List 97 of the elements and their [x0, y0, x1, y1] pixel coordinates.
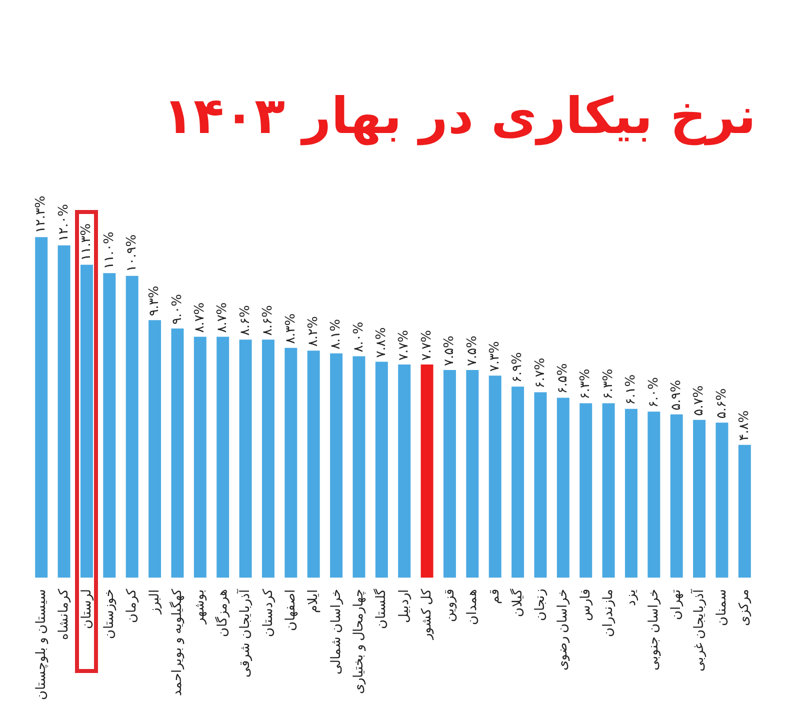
data-label: ۷.۸% [374, 327, 390, 358]
x-tick-label: یزد [622, 588, 639, 606]
x-tick-label: کل کشور [418, 588, 435, 640]
bar [716, 422, 728, 578]
bar [398, 364, 411, 578]
x-tick-label: سمنان [714, 588, 729, 626]
x-tick-label: تهران [668, 588, 684, 620]
x-tick-label: خوزستان [100, 588, 117, 639]
bar [738, 444, 751, 578]
bar [624, 408, 638, 578]
data-label: ۸.۷% [192, 302, 208, 333]
data-label: ۸.۳% [283, 313, 298, 344]
x-tick-label: زنجان [532, 588, 548, 621]
x-tick-label: کرمانشاه [56, 588, 72, 640]
bar [466, 370, 479, 578]
x-tick-label: مرکزی [736, 588, 752, 626]
bar [194, 336, 206, 578]
data-label: ۷.۷% [396, 330, 412, 360]
data-label: ۶.۰% [646, 377, 662, 408]
x-tick-label: آذربایجان شرقی [236, 588, 254, 678]
data-label: ۷.۳% [487, 341, 502, 372]
x-tick-label: کرمان [124, 588, 140, 623]
x-tick-label: کردستان [260, 588, 276, 637]
x-tick-label: لرستان [78, 588, 94, 629]
bar [556, 398, 570, 578]
bar [148, 320, 162, 578]
bar [443, 370, 456, 578]
bar [488, 376, 502, 578]
data-label: ۷.۵% [442, 336, 458, 366]
x-tick-label: بوشهر [192, 588, 208, 625]
data-label: ۱۰.۹% [124, 234, 140, 272]
bar [262, 340, 274, 578]
bar [35, 237, 48, 578]
data-label: ۷.۷% [419, 330, 434, 360]
x-tick-label: قم [486, 588, 503, 604]
data-label: ۶.۱% [624, 374, 639, 405]
data-label: ۷.۵% [464, 336, 480, 366]
data-label: ۱۱.۰% [102, 232, 117, 270]
x-tick-label: خراسان جنوبی [645, 588, 662, 670]
data-label: ۶.۳% [600, 368, 616, 400]
data-label: ۸.۲% [306, 316, 321, 347]
data-label: ۴.۸% [737, 410, 752, 441]
x-tick-label: همدان [464, 588, 479, 625]
bar [216, 336, 230, 578]
x-tick-label: گیلان [509, 588, 524, 617]
data-label: ۶.۹% [510, 352, 526, 383]
bar [670, 414, 683, 578]
data-label: ۶.۵% [556, 363, 571, 394]
bar [58, 245, 70, 578]
data-label: ۱۲.۳% [34, 196, 49, 234]
data-label: ۶.۳% [578, 368, 594, 400]
x-tick-label: هرمزگان [214, 588, 230, 637]
bar [375, 362, 388, 578]
bar [307, 350, 320, 578]
chart-title: نرخ بیکاری در بهار ۱۴۰۳ [162, 86, 756, 146]
data-label: ۹.۰% [170, 294, 185, 324]
data-label: ۸.۶% [238, 305, 253, 336]
bar [126, 276, 138, 578]
x-tick-label: البرز [146, 588, 162, 615]
x-tick-label: ایلام [305, 588, 322, 613]
data-label: ۸.۱% [328, 318, 344, 350]
data-label: ۱۱.۳% [79, 223, 94, 261]
x-tick-label: آذربایجان غربی [690, 588, 707, 672]
x-tick-label: کهگیلویه و بویراحمد [169, 588, 186, 696]
data-label: ۸.۷% [215, 302, 230, 333]
data-label: ۸.۶% [260, 305, 276, 336]
bar [648, 412, 660, 578]
bar [239, 340, 252, 578]
x-tick-label: مازندران [600, 588, 616, 637]
data-label: ۸.۰% [351, 322, 366, 352]
bar [80, 264, 93, 578]
x-tick-label: قزوین [441, 588, 458, 622]
bar [352, 356, 366, 578]
data-label: ۵.۶% [714, 388, 730, 419]
x-tick-label: اصفهان [282, 588, 298, 631]
x-tick-label: اردبیل [396, 588, 412, 623]
bar [512, 386, 524, 578]
data-label: ۶.۷% [532, 358, 548, 388]
data-label: ۱۲.۰% [56, 204, 72, 242]
data-label: ۵.۷% [692, 385, 707, 416]
x-tick-label: گلستان [373, 588, 388, 629]
bar [580, 403, 592, 578]
bar [330, 353, 343, 578]
bar [284, 348, 298, 578]
bar [171, 328, 184, 578]
bar [103, 273, 116, 578]
x-tick-label: خراسان شمالی [328, 588, 344, 674]
x-tick-label: سیستان و بلوچستان [32, 588, 49, 700]
bar [534, 392, 547, 578]
bar [602, 403, 615, 578]
data-label: ۹.۳% [147, 286, 162, 316]
x-tick-label: فارس [577, 588, 594, 621]
x-tick-label: چهارمحال و بختیاری [350, 588, 367, 694]
x-tick-label: خراسان رضوی [554, 588, 571, 670]
bar [693, 420, 706, 578]
data-label: ۵.۹% [668, 380, 684, 410]
bar [420, 364, 434, 578]
